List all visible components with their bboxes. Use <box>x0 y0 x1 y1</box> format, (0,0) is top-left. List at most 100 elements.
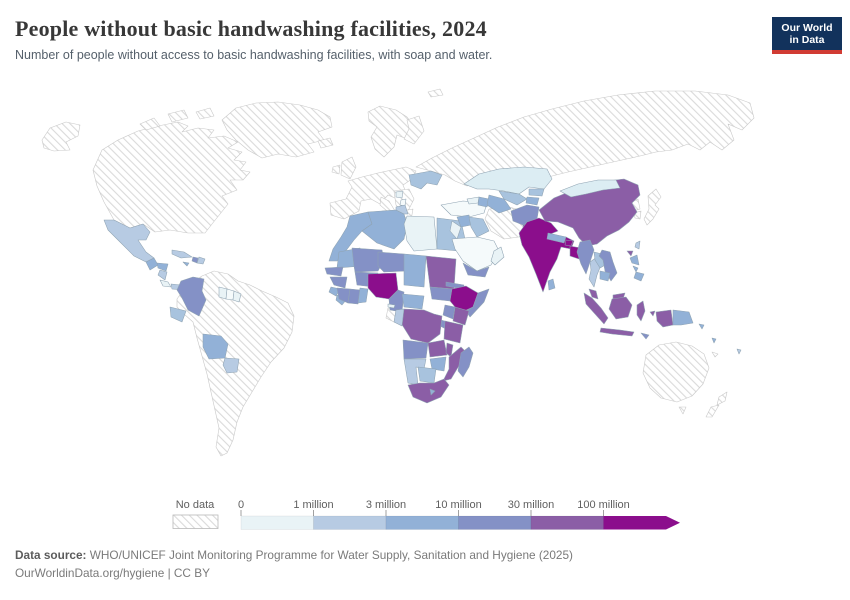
country-arctic-islands[interactable] <box>167 109 189 123</box>
country-equatorial-guinea[interactable] <box>387 303 396 309</box>
country-mexico[interactable] <box>103 219 155 263</box>
region-scandinavia[interactable] <box>367 105 415 158</box>
country-tunisia[interactable] <box>395 204 409 215</box>
country-guinea[interactable] <box>329 276 348 289</box>
country-bosnia[interactable] <box>395 190 404 199</box>
country-australia[interactable] <box>642 341 710 403</box>
country-greenland[interactable] <box>221 101 333 159</box>
country-dominican-republic[interactable] <box>196 256 206 265</box>
country-central-african-republic[interactable] <box>401 293 425 310</box>
country-yemen[interactable] <box>462 262 490 278</box>
country-colombia[interactable] <box>176 276 207 317</box>
country-azerbaijan[interactable] <box>477 196 490 208</box>
country-libya[interactable] <box>403 215 438 252</box>
country-democratic-republic-of-congo[interactable] <box>400 308 443 344</box>
country-finland[interactable] <box>403 115 425 145</box>
country-russia[interactable] <box>415 90 755 189</box>
country-svalbard[interactable] <box>427 88 444 98</box>
country-new-caledonia[interactable] <box>711 351 719 358</box>
country-mali[interactable] <box>351 247 385 273</box>
country-ukraine[interactable] <box>408 170 443 190</box>
country-togo-benin[interactable] <box>357 287 369 304</box>
country-jamaica[interactable] <box>182 261 190 267</box>
country-georgia[interactable] <box>466 196 480 205</box>
country-suriname[interactable] <box>225 288 235 301</box>
region-europe-no-data[interactable] <box>329 166 417 220</box>
country-angola[interactable] <box>402 339 429 360</box>
country-iraq[interactable] <box>468 216 490 238</box>
country-indonesia-sumatra[interactable] <box>583 292 609 325</box>
country-ireland[interactable] <box>331 164 341 175</box>
country-cuba[interactable] <box>171 249 193 259</box>
country-solomon-islands[interactable] <box>698 323 705 330</box>
country-indonesia-java[interactable] <box>599 327 635 337</box>
country-myanmar[interactable] <box>576 239 595 275</box>
legend-swatch-0-1m[interactable] <box>240 515 314 530</box>
country-tasmania[interactable] <box>678 406 687 415</box>
country-india[interactable] <box>518 217 575 293</box>
country-tajikistan[interactable] <box>525 196 540 206</box>
legend-swatch-10-30m[interactable] <box>458 515 532 530</box>
country-senegal[interactable] <box>324 266 344 277</box>
country-indonesia-west-papua[interactable] <box>655 309 674 328</box>
country-hainan[interactable] <box>626 250 634 257</box>
country-fiji[interactable] <box>736 348 742 355</box>
country-costa-rica[interactable] <box>159 279 172 288</box>
attribution-line[interactable]: OurWorldinData.org/hygiene | CC BY <box>15 566 210 580</box>
country-new-zealand[interactable] <box>716 391 728 406</box>
legend-swatch-3-10m[interactable] <box>385 515 459 530</box>
country-papua-new-guinea[interactable] <box>672 309 694 326</box>
country-japan[interactable] <box>643 188 662 226</box>
country-saudi-arabia[interactable] <box>451 236 500 272</box>
country-paraguay[interactable] <box>222 357 240 374</box>
country-nepal[interactable] <box>546 232 567 244</box>
country-madagascar[interactable] <box>457 346 474 378</box>
country-chad[interactable] <box>403 253 427 288</box>
country-philippines-luzon[interactable] <box>629 254 640 266</box>
country-iceland[interactable] <box>317 137 334 149</box>
country-zimbabwe[interactable] <box>429 356 447 372</box>
country-somalia[interactable] <box>465 288 490 318</box>
country-congo[interactable] <box>393 308 405 327</box>
country-philippines-mindanao[interactable] <box>633 271 645 282</box>
country-vanuatu[interactable] <box>711 337 717 344</box>
country-indonesia-sulawesi[interactable] <box>636 300 646 322</box>
country-cambodia[interactable] <box>599 270 611 282</box>
country-taiwan[interactable] <box>634 240 641 250</box>
owid-logo[interactable]: Our World in Data <box>772 17 842 54</box>
legend-no-data-swatch[interactable] <box>172 514 219 529</box>
legend-swatch-100m-plus[interactable] <box>603 516 681 530</box>
country-vietnam[interactable] <box>598 249 618 282</box>
country-turkey[interactable] <box>440 200 488 218</box>
country-ecuador[interactable] <box>169 306 187 323</box>
country-botswana[interactable] <box>417 366 437 384</box>
country-kyrgyzstan[interactable] <box>528 188 545 197</box>
country-indonesia-borneo[interactable] <box>608 296 633 320</box>
country-turkmenistan[interactable] <box>486 194 512 214</box>
country-namibia[interactable] <box>403 358 427 386</box>
country-united-kingdom[interactable] <box>340 156 357 180</box>
country-sri-lanka[interactable] <box>547 278 556 291</box>
country-new-zealand-south[interactable] <box>705 404 720 418</box>
country-timor[interactable] <box>640 332 650 340</box>
legend-swatch-30-100m[interactable] <box>530 515 604 530</box>
country-tanzania[interactable] <box>443 320 464 344</box>
country-uzbekistan[interactable] <box>498 190 528 206</box>
country-guyana[interactable] <box>218 286 228 300</box>
country-zambia[interactable] <box>427 339 448 358</box>
country-indonesia-moluccas[interactable] <box>649 310 656 317</box>
country-philippines-visayas[interactable] <box>632 265 639 273</box>
country-canada-united-states[interactable] <box>92 121 251 234</box>
country-honduras[interactable] <box>156 262 169 272</box>
country-niger[interactable] <box>377 251 407 273</box>
country-arctic-islands[interactable] <box>139 117 161 131</box>
country-ghana[interactable] <box>347 288 361 305</box>
country-french-guiana[interactable] <box>232 290 242 303</box>
country-mongolia[interactable] <box>559 179 621 198</box>
country-south-africa[interactable] <box>407 378 450 404</box>
country-nicaragua[interactable] <box>157 269 168 281</box>
country-alaska[interactable] <box>41 121 81 152</box>
country-arctic-islands[interactable] <box>195 107 215 120</box>
country-oman[interactable] <box>490 246 505 266</box>
country-uganda[interactable] <box>442 304 456 320</box>
